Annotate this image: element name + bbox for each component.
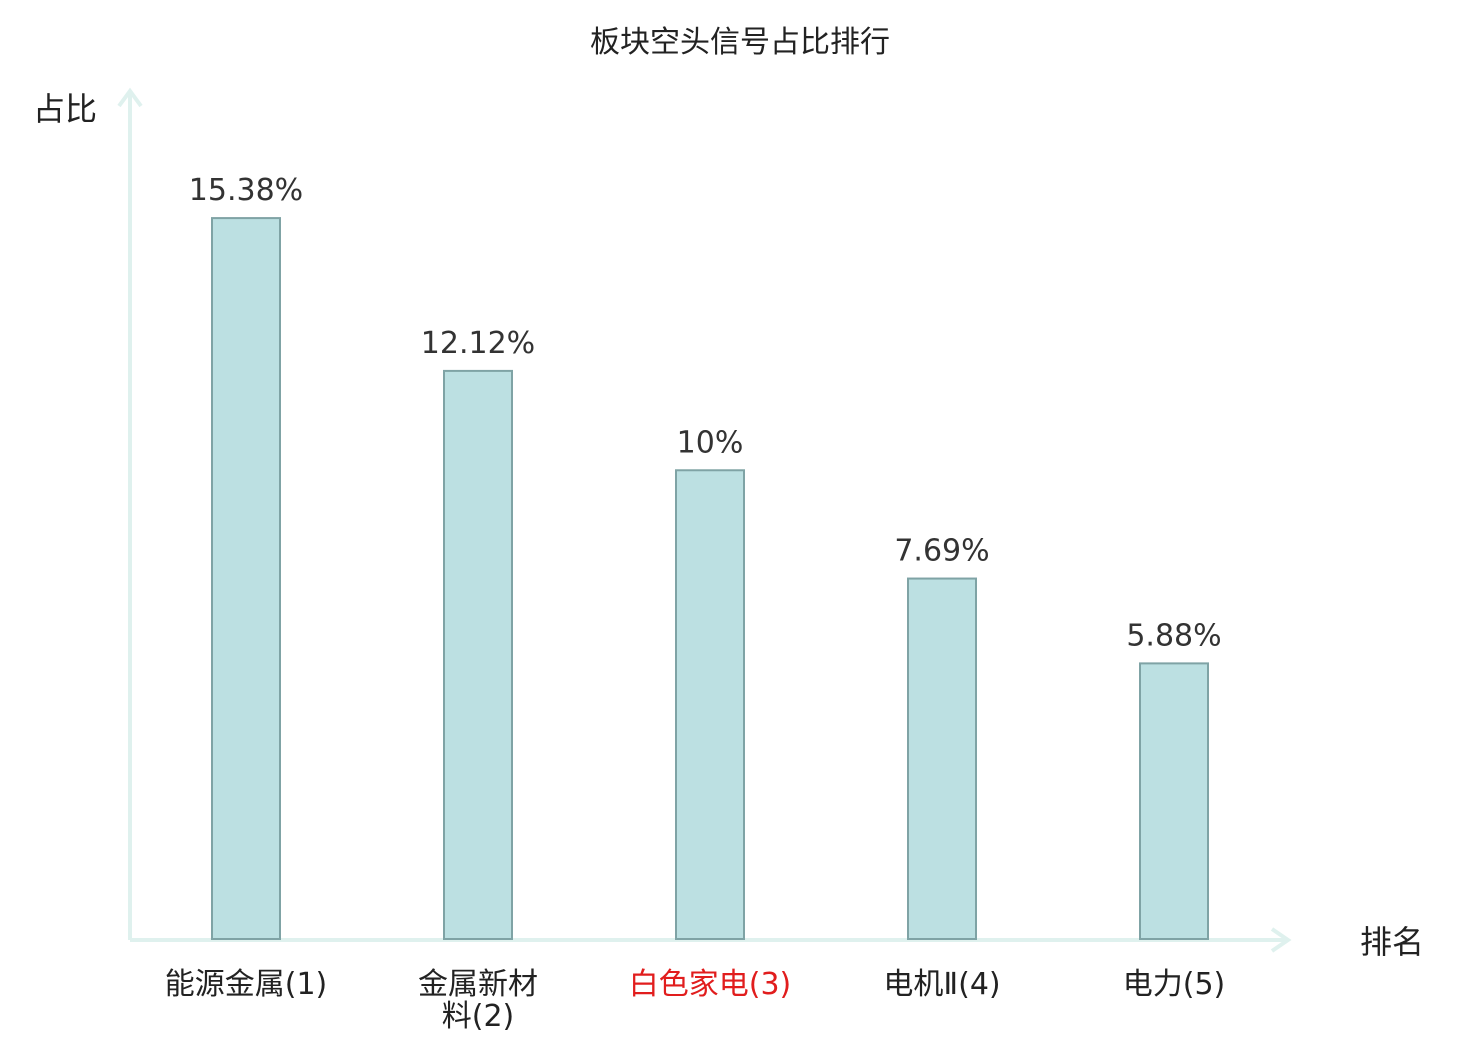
x-axis-title: 排名 (1360, 923, 1424, 961)
value-label-5: 5.88% (1126, 618, 1221, 653)
chart-title: 板块空头信号占比排行 (590, 25, 890, 60)
value-labels-group: 15.38% 12.12% 10% 7.69% 5.88% (189, 173, 1222, 653)
x-axis-arrow (1270, 927, 1292, 953)
value-label-4: 7.69% (894, 534, 989, 569)
bar-1 (211, 217, 281, 940)
bar-2 (443, 369, 513, 941)
y-axis-arrow (117, 87, 143, 108)
value-label-3: 10% (677, 425, 744, 460)
bar-5 (1139, 662, 1209, 941)
category-label-4: 电机Ⅱ(4) (883, 967, 1000, 1002)
category-label-5: 电力(5) (1123, 967, 1226, 1002)
category-label-1: 能源金属(1) (165, 967, 328, 1002)
category-label-3: 白色家电(3) (629, 967, 792, 1002)
bar-3 (675, 469, 745, 940)
y-axis-title: 占比 (33, 90, 97, 128)
value-label-2: 12.12% (421, 326, 535, 361)
bar-4 (907, 577, 977, 940)
bars-group (211, 217, 1209, 941)
category-label-2-line-2: 料(2) (442, 999, 515, 1034)
value-label-1: 15.38% (189, 173, 303, 208)
category-label-2-line-1: 金属新材 (418, 967, 538, 1002)
